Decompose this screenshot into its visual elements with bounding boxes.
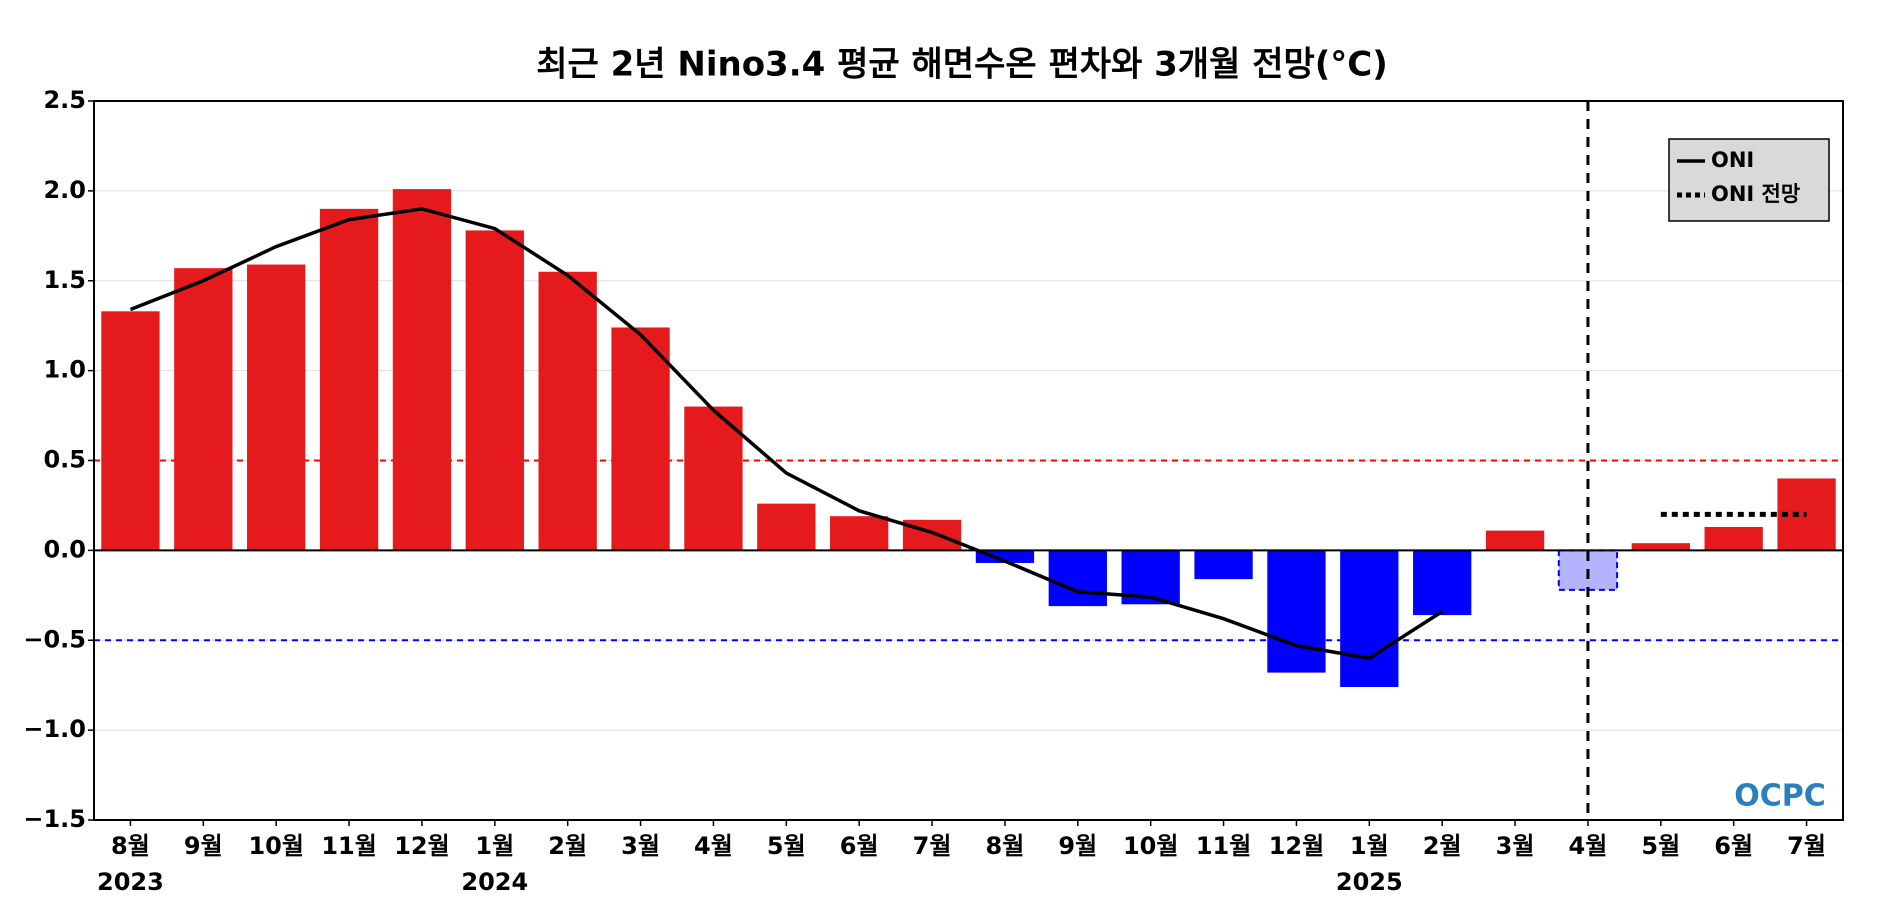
x-tick-label: 8월 xyxy=(986,832,1025,860)
bar xyxy=(830,516,889,551)
x-tick-label: 1월 xyxy=(475,832,514,860)
bar xyxy=(975,550,1035,563)
series-line xyxy=(129,207,1444,661)
x-tick-label: 2월 xyxy=(548,832,587,860)
year-label: 2024 xyxy=(461,868,528,896)
bar xyxy=(465,230,524,551)
x-tick-label: 11월 xyxy=(321,832,376,860)
year-label: 2025 xyxy=(1336,868,1403,896)
x-tick-label: 6월 xyxy=(1714,832,1753,860)
logo: OCPC xyxy=(1734,779,1826,814)
x-tick-label: 6월 xyxy=(840,832,879,860)
x-tick-label: 1월 xyxy=(1350,832,1389,860)
x-tick-label: 8월 xyxy=(111,832,150,860)
y-tick-label: −0.5 xyxy=(23,625,86,653)
y-tick-label: 1.5 xyxy=(43,266,86,294)
bar xyxy=(319,208,379,551)
x-tick-label: 9월 xyxy=(1058,832,1097,860)
bar xyxy=(174,268,233,551)
bar xyxy=(538,271,597,551)
bar xyxy=(1631,543,1690,551)
bar xyxy=(1340,550,1399,687)
x-tick-label: 3월 xyxy=(621,832,660,860)
bar xyxy=(757,503,816,551)
x-tick-label: 12월 xyxy=(394,832,449,860)
x-tick-label: 9월 xyxy=(184,832,223,860)
bar xyxy=(1267,550,1326,673)
legend-label: ONI 전망 xyxy=(1711,182,1800,206)
bar xyxy=(101,311,160,551)
y-tick-label: 0.0 xyxy=(43,535,86,563)
x-tick-label: 7월 xyxy=(1787,832,1826,860)
x-tick-label: 12월 xyxy=(1269,832,1324,860)
x-tick-label: 10월 xyxy=(1123,832,1178,860)
bar xyxy=(1485,530,1545,551)
y-tick-label: 0.5 xyxy=(43,446,86,474)
bar xyxy=(392,189,452,551)
x-tick-label: 3월 xyxy=(1496,832,1535,860)
x-tick-label: 5월 xyxy=(767,832,806,860)
chart-title: 최근 2년 Nino3.4 평균 해면수온 편차와 3개월 전망(°C) xyxy=(536,45,1388,85)
legend-label: ONI xyxy=(1711,148,1754,172)
x-tick-label: 4월 xyxy=(1569,832,1608,860)
bar xyxy=(247,264,306,551)
bar xyxy=(1194,550,1253,580)
bar xyxy=(1704,527,1763,551)
x-tick-label: 2월 xyxy=(1423,832,1462,860)
bar xyxy=(1048,550,1107,607)
bar xyxy=(611,327,670,551)
legend-box xyxy=(1668,138,1830,222)
x-tick-label: 7월 xyxy=(913,832,952,860)
bar xyxy=(902,519,962,551)
y-tick-label: −1.0 xyxy=(23,715,86,743)
bar xyxy=(1413,550,1472,616)
x-tick-label: 10월 xyxy=(248,832,303,860)
x-tick-label: 11월 xyxy=(1196,832,1251,860)
x-tick-label: 5월 xyxy=(1641,832,1680,860)
y-tick-label: −1.5 xyxy=(23,805,86,833)
y-tick-label: 1.0 xyxy=(43,356,86,384)
x-tick-label: 4월 xyxy=(694,832,733,860)
year-label: 2023 xyxy=(97,868,164,896)
plot-frame xyxy=(93,100,1844,821)
bar xyxy=(684,406,743,551)
y-tick-label: 2.5 xyxy=(43,86,86,114)
y-tick-label: 2.0 xyxy=(43,176,86,204)
